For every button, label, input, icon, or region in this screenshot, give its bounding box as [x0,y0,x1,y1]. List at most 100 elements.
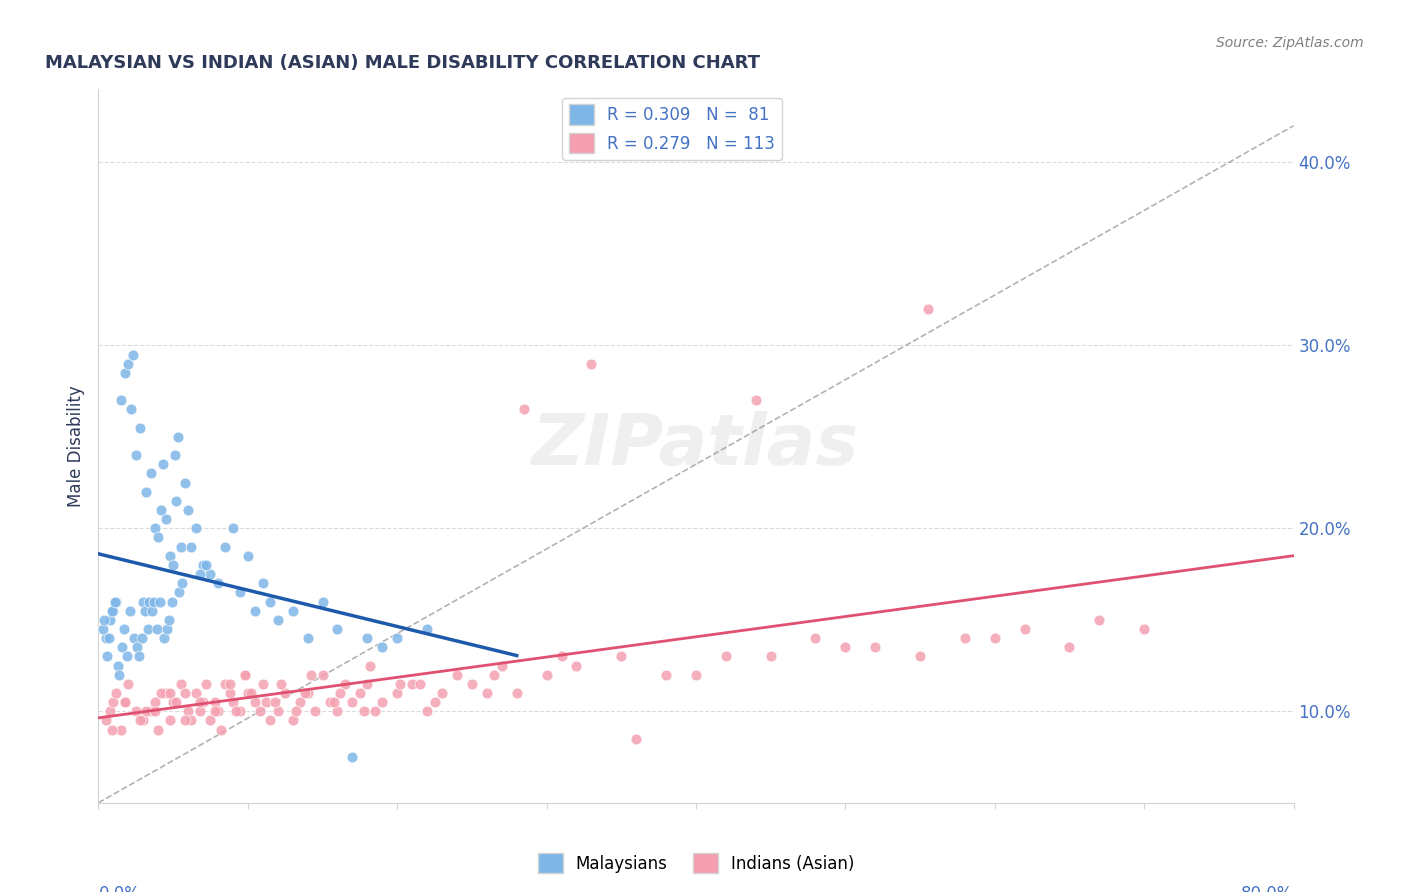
Point [254,695,277,709]
Point [142,594,165,608]
Point [745,393,768,408]
Point [245,695,267,709]
Point [311,594,333,608]
Point [416,704,439,718]
Point [204,695,226,709]
Point [259,714,281,728]
Point [475,686,498,700]
Point [491,658,513,673]
Point [104,594,127,608]
Point [131,631,153,645]
Point [446,667,468,681]
Point [105,686,128,700]
Point [1059,640,1081,655]
Text: Source: ZipAtlas.com: Source: ZipAtlas.com [1216,36,1364,50]
Point [326,622,349,636]
Point [177,503,200,517]
Point [152,458,174,472]
Point [162,695,184,709]
Point [194,558,218,572]
Point [371,640,394,655]
Point [401,677,423,691]
Text: 0.0%: 0.0% [98,885,141,892]
Point [110,393,132,408]
Point [236,686,259,700]
Point [156,622,179,636]
Point [118,604,141,618]
Point [863,640,886,655]
Point [484,667,506,681]
Point [267,613,290,627]
Point [132,594,155,608]
Point [115,649,138,664]
Point [624,731,647,746]
Point [114,695,136,709]
Point [222,695,245,709]
Legend: Malaysians, Indians (Asian): Malaysians, Indians (Asian) [531,847,860,880]
Point [389,677,412,691]
Point [188,695,211,709]
Point [194,677,218,691]
Point [174,686,197,700]
Point [214,540,236,554]
Point [94,714,117,728]
Y-axis label: Male Disability: Male Disability [66,385,84,507]
Point [655,667,678,681]
Point [281,714,304,728]
Point [159,714,181,728]
Point [252,576,274,591]
Point [138,594,160,608]
Point [101,604,124,618]
Point [385,631,409,645]
Point [513,402,536,417]
Point [356,677,378,691]
Point [804,631,827,645]
Point [759,649,782,664]
Point [91,622,114,636]
Point [908,649,931,664]
Point [155,512,177,526]
Point [200,714,222,728]
Point [166,430,188,444]
Point [143,704,166,718]
Point [148,723,170,737]
Point [107,658,129,673]
Point [160,594,183,608]
Point [139,467,162,481]
Point [200,567,222,582]
Point [423,695,446,709]
Point [342,695,364,709]
Point [180,714,202,728]
Point [329,686,352,700]
Point [155,686,177,700]
Point [207,576,229,591]
Point [148,531,170,545]
Point [385,686,409,700]
Point [165,494,187,508]
Point [143,521,166,535]
Point [103,604,125,618]
Point [225,704,247,718]
Point [128,649,150,664]
Point [536,667,558,681]
Point [96,649,118,664]
Point [149,594,172,608]
Point [177,704,200,718]
Point [356,631,378,645]
Point [141,604,163,618]
Point [188,567,211,582]
Point [461,677,484,691]
Point [125,704,148,718]
Point [359,658,381,673]
Point [274,686,297,700]
Point [132,714,155,728]
Point [219,677,242,691]
Point [685,667,707,681]
Point [153,631,176,645]
Point [174,714,197,728]
Point [169,540,191,554]
Point [229,585,252,599]
Point [259,594,281,608]
Point [129,714,152,728]
Point [297,631,319,645]
